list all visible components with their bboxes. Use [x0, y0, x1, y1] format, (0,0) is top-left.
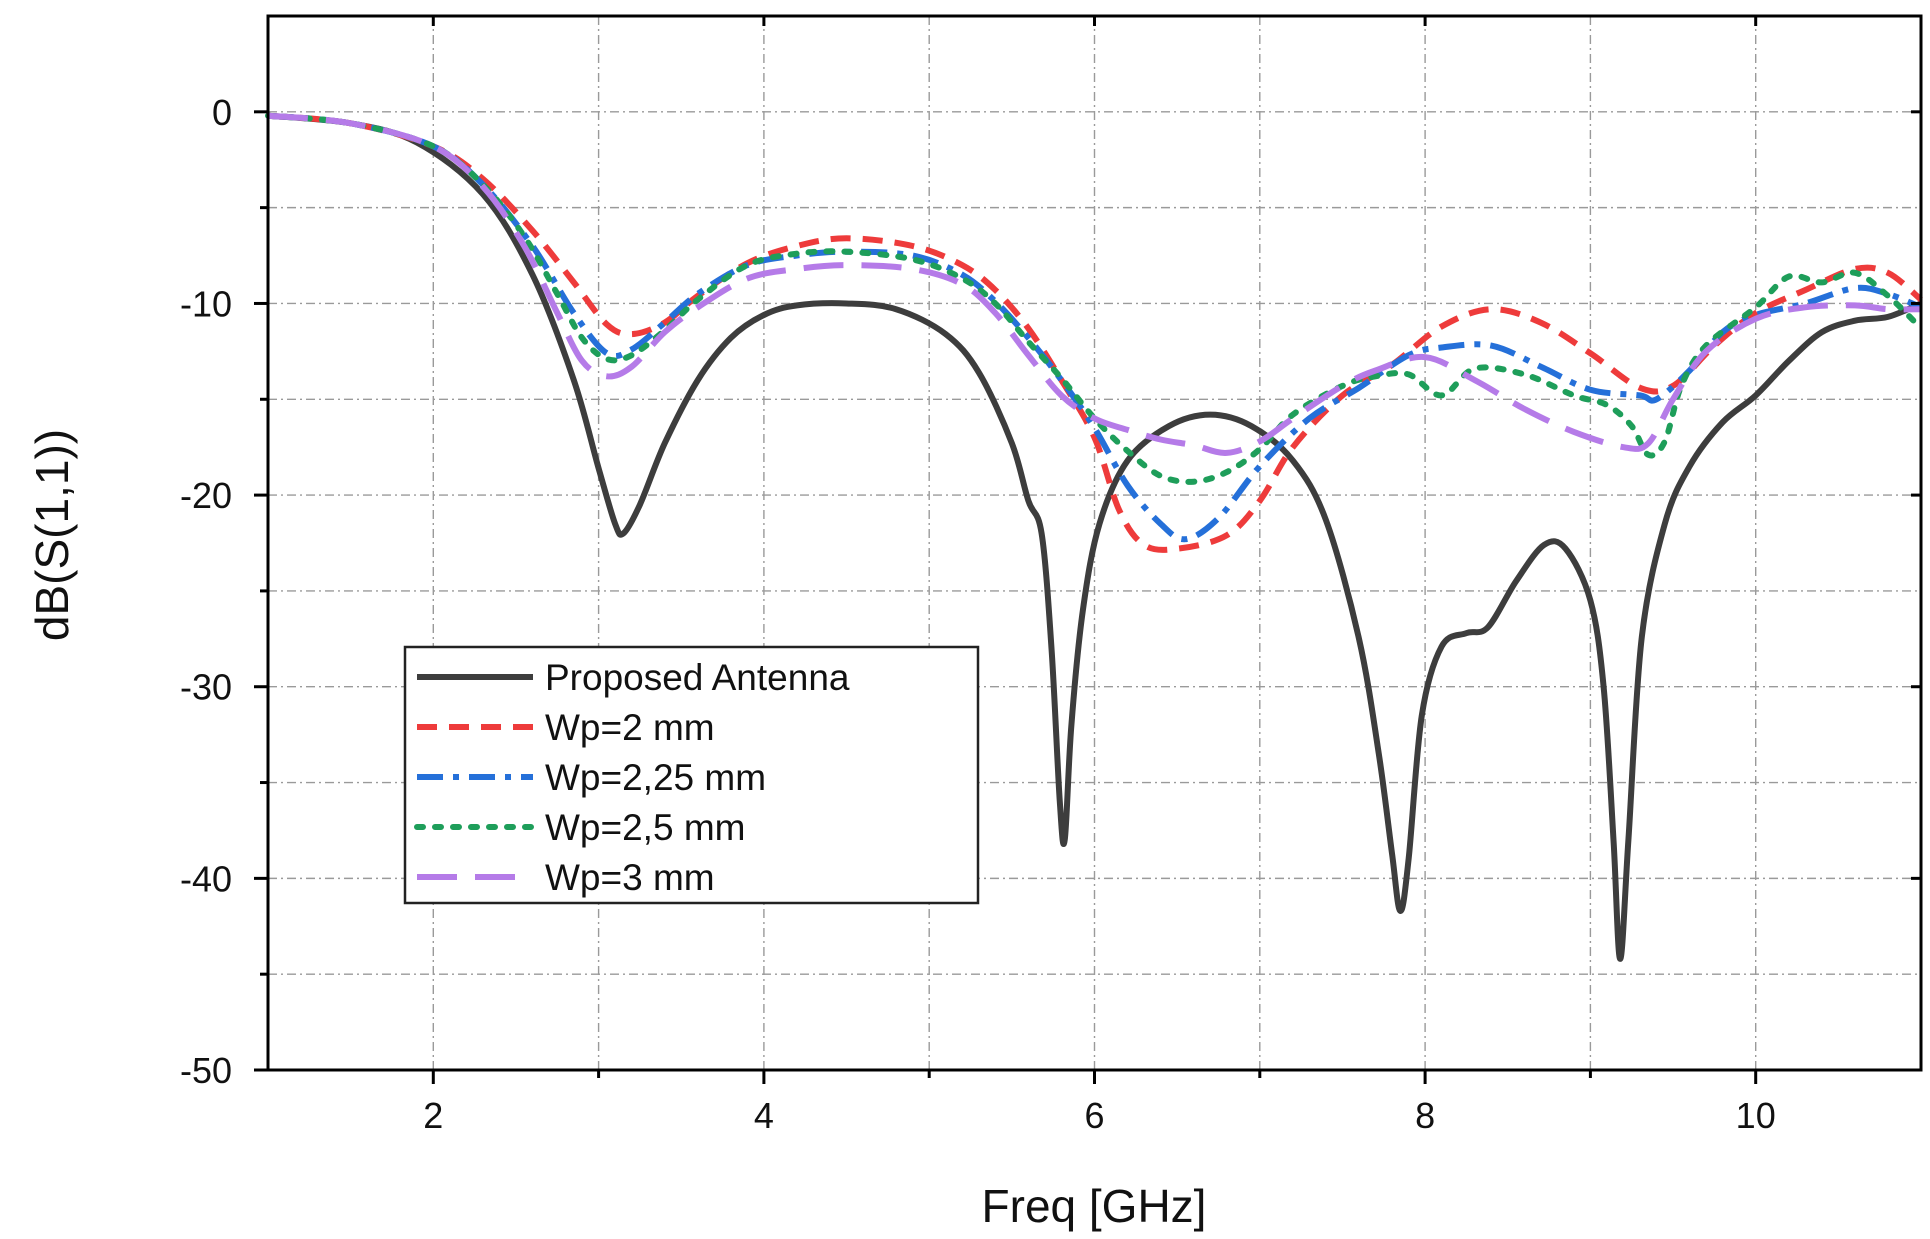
plot-series — [265, 112, 1924, 962]
series-line-5 — [267, 112, 1922, 456]
legend-label-1: Proposed Antenna — [545, 657, 850, 698]
x-tick-label: 8 — [1415, 1095, 1435, 1136]
x-tick-label: 4 — [754, 1095, 774, 1136]
y-tick-label: -30 — [180, 667, 232, 708]
legend: Proposed Antenna Wp=2 mm Wp=2,25 mm Wp=2,5 … — [403, 645, 980, 905]
grid — [268, 16, 1921, 1070]
legend-entries: Proposed Antenna Wp=2 mm Wp=2,25 mm Wp=2,5 … — [414, 657, 850, 898]
x-tick-label: 6 — [1084, 1095, 1104, 1136]
legend-label-5: Wp=3 mm — [545, 857, 715, 898]
series-line-2 — [267, 112, 1923, 553]
y-axis-label: dB(S(1,1)) — [26, 429, 78, 641]
legend-label-4: Wp=2,5 mm — [545, 807, 745, 848]
legend-label-2: Wp=2 mm — [545, 707, 715, 748]
y-tick-label: -50 — [180, 1050, 232, 1091]
series-line-1 — [267, 112, 1923, 962]
legend-label-3: Wp=2,25 mm — [545, 757, 766, 798]
y-tick-label: -10 — [180, 283, 232, 324]
series-line-3 — [267, 112, 1923, 543]
axis-ticks: 0 -10 -20 -30 -40 -50 2 4 6 8 10 — [180, 16, 1921, 1136]
y-tick-label: -40 — [180, 858, 232, 899]
series-line-4 — [265, 112, 1924, 485]
x-tick-label: 2 — [423, 1095, 443, 1136]
x-tick-label: 10 — [1736, 1095, 1776, 1136]
y-tick-label: 0 — [212, 92, 232, 133]
x-axis-label: Freq [GHz] — [982, 1180, 1207, 1232]
y-tick-label: -20 — [180, 475, 232, 516]
legend-box — [403, 645, 980, 905]
